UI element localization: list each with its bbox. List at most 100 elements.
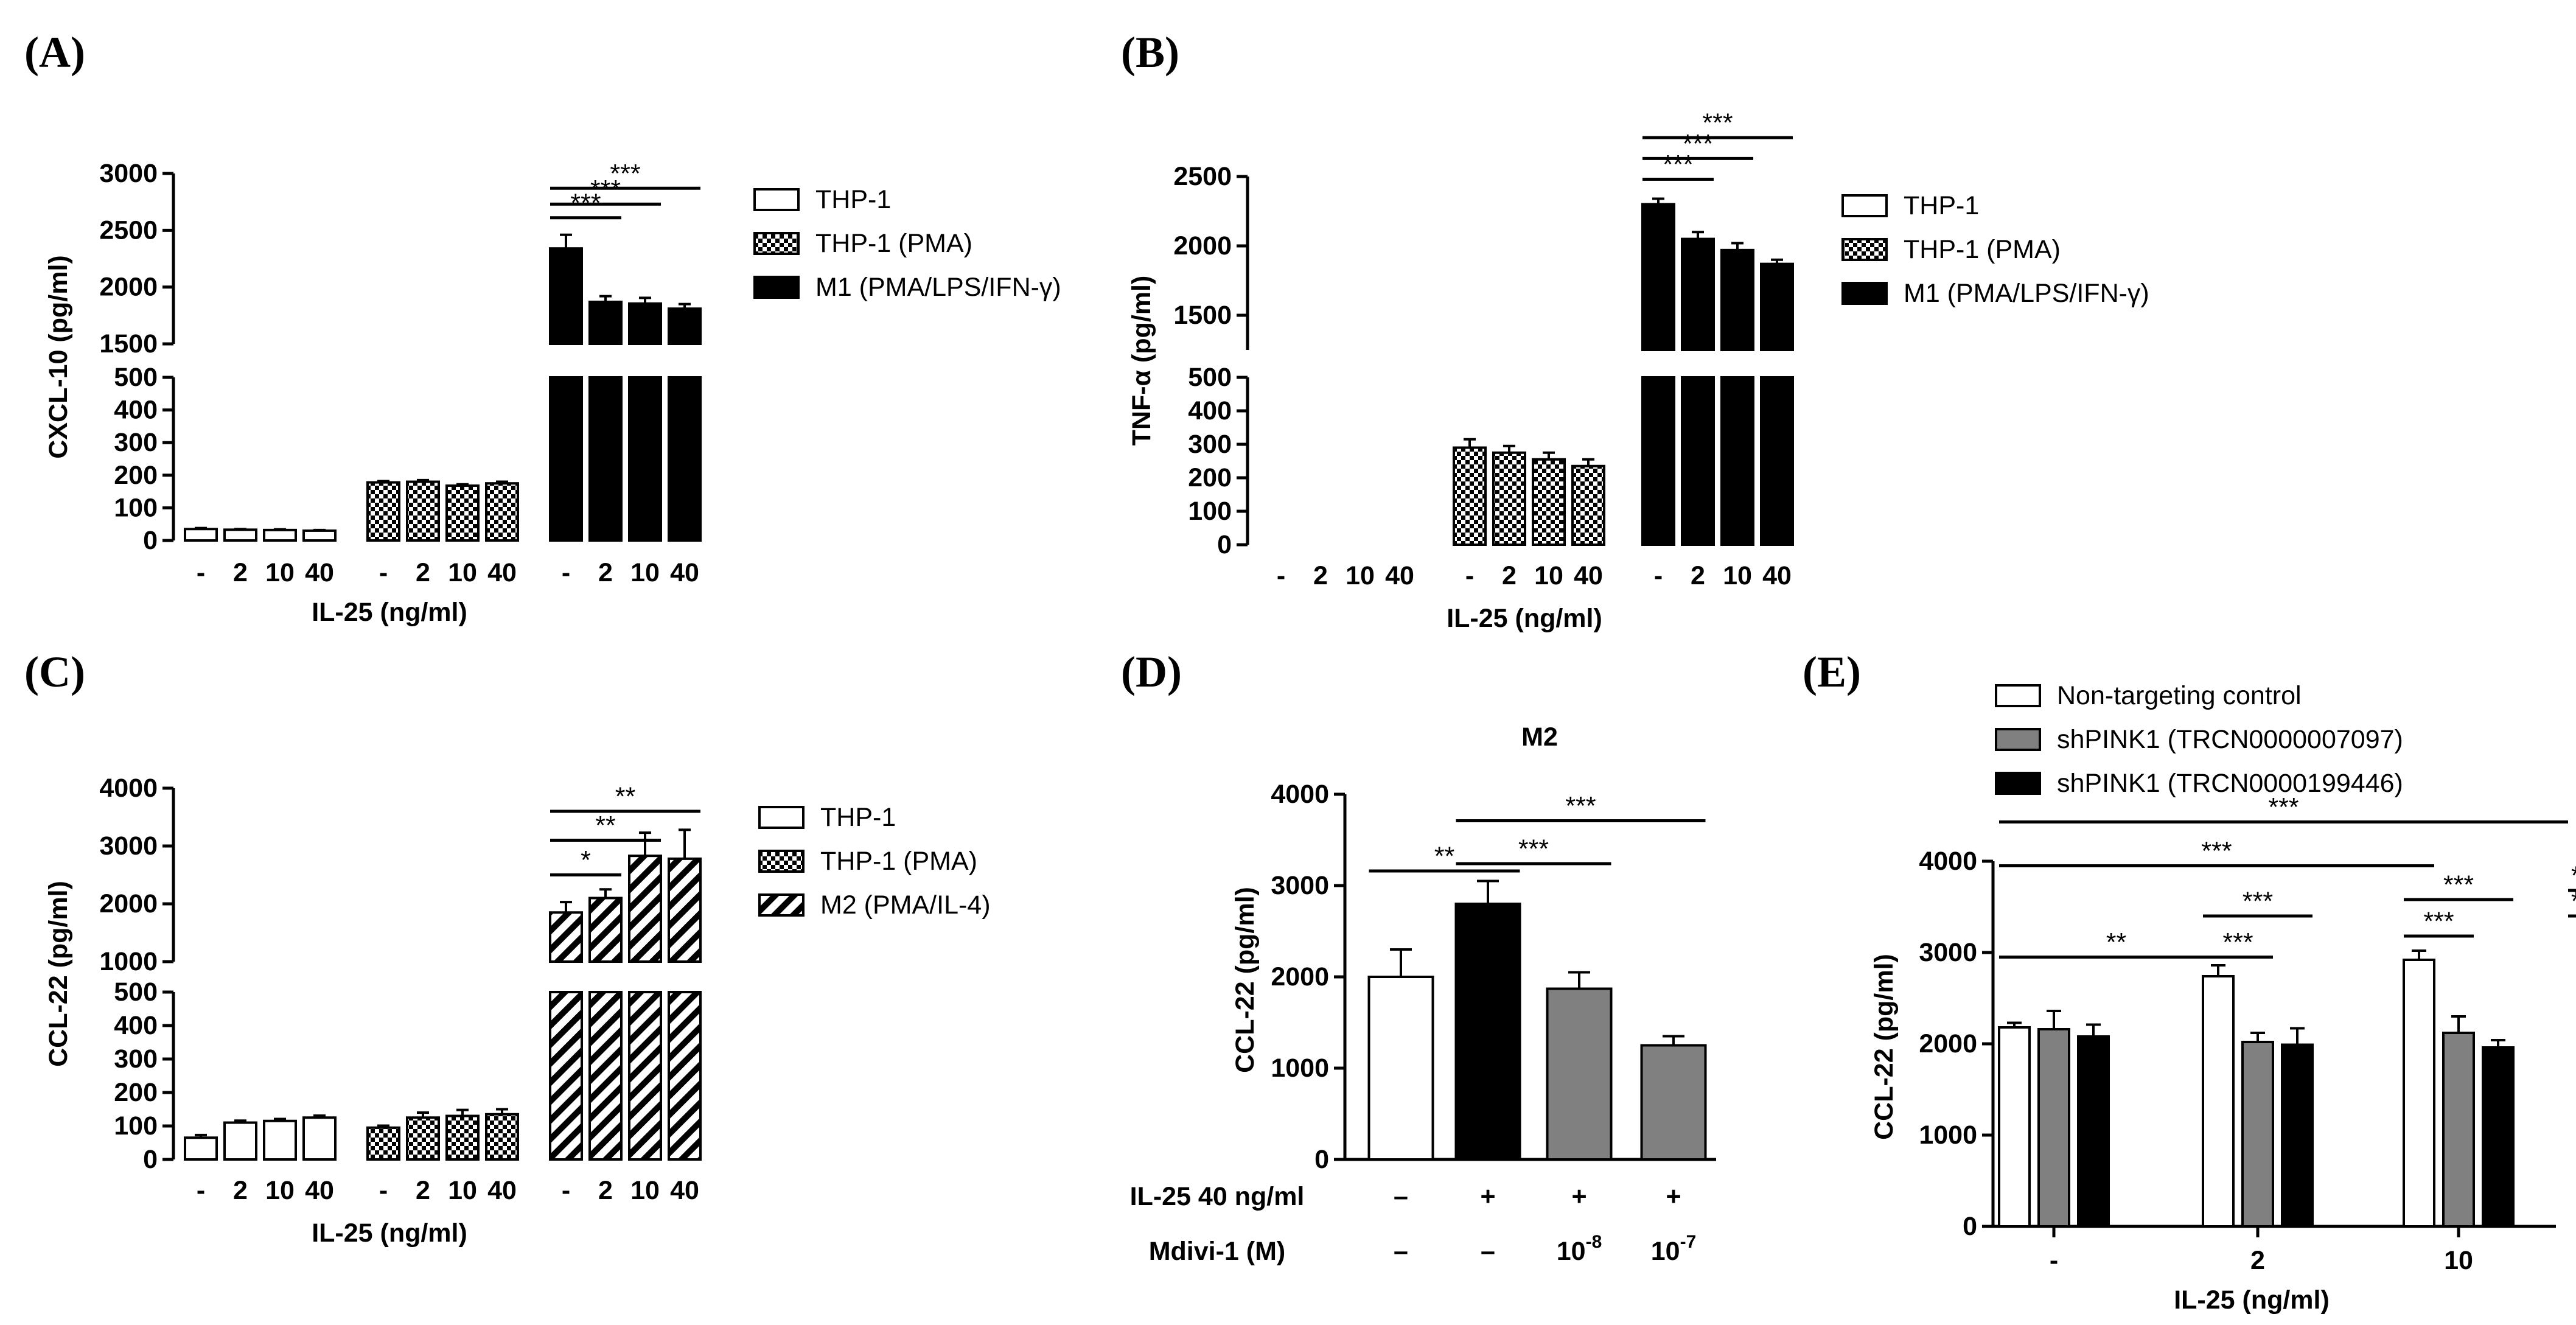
bar-lower-part (549, 991, 583, 1161)
bar-lower-part (588, 376, 623, 542)
legend-label: THP-1 (815, 185, 891, 214)
y-tick-label: 100 (1188, 497, 1232, 526)
legend-swatch (753, 188, 800, 211)
significance-label: *** (2222, 928, 2253, 957)
legend-label: THP-1 (820, 803, 896, 832)
y-tick-label: 300 (114, 428, 158, 457)
y-axis-label: CCL-22 (pg/ml) (44, 881, 73, 1067)
y-axis-label: CCL-22 (pg/ml) (1230, 887, 1260, 1073)
panel-label-a: (A) (24, 28, 85, 77)
bar (2202, 975, 2235, 1228)
bar (1641, 203, 1675, 351)
legend-label: shPINK1 (TRCN0000007097) (2057, 725, 2403, 754)
row2-label: – (1394, 1237, 1408, 1266)
panel-label-d: (D) (1121, 648, 1182, 696)
bar (2281, 1043, 2314, 1228)
y-tick-label: 400 (114, 1011, 158, 1040)
bar-lower-part (1681, 376, 1715, 546)
y-tick-label: 1000 (1919, 1120, 1977, 1150)
panel-label-c: (C) (24, 648, 85, 696)
significance-label: ** (2106, 928, 2127, 957)
bar (549, 911, 583, 963)
legend-label: THP-1 (PMA) (820, 847, 977, 876)
x-tick-label: - (562, 558, 570, 587)
y-tick-label: 2000 (99, 273, 158, 302)
significance-label: *** (2571, 887, 2576, 916)
bar (485, 1113, 519, 1161)
row2-base: – (1394, 1237, 1408, 1266)
bar (668, 307, 702, 345)
bar (1998, 1026, 2031, 1228)
significance-label: *** (2443, 870, 2474, 900)
bar (668, 857, 702, 963)
legend-swatch (753, 276, 800, 299)
x-tick-label: 2 (416, 558, 430, 587)
significance-label: *** (2201, 837, 2232, 866)
row2-label: 10-7 (1651, 1232, 1697, 1266)
row1-label: + (1666, 1182, 1681, 1211)
chart-b: 0 100 200 300 400 500 1500 2000 2500 TNF-α (pg/ml… (1127, 108, 2149, 633)
bar (263, 528, 297, 542)
x-tick-label: 10 (1346, 561, 1375, 590)
bar (406, 1116, 440, 1161)
y-tick-label: 1500 (1173, 301, 1232, 330)
significance-label: * (581, 846, 591, 875)
significance-label: ** (1434, 842, 1455, 871)
bar (549, 247, 583, 346)
significance-label: *** (1518, 834, 1549, 864)
y-tick-label: 2500 (99, 215, 158, 245)
y-axis-label: TNF-α (pg/ml) (1127, 276, 1156, 446)
bar (628, 855, 662, 963)
bar-lower-part (628, 376, 662, 542)
x-tick-label: 2 (598, 558, 613, 587)
y-tick-label: 500 (114, 363, 158, 392)
x-tick-label: 40 (670, 1176, 699, 1205)
y-tick-label: 200 (114, 461, 158, 490)
bar (366, 1126, 400, 1161)
significance-label: *** (610, 159, 640, 188)
bar (223, 528, 257, 542)
x-tick-label: 40 (1385, 561, 1414, 590)
bar (1571, 464, 1605, 546)
y-tick-label: 3000 (1919, 938, 1977, 967)
bar (1532, 458, 1566, 546)
row2-base: 10 (1651, 1237, 1680, 1266)
bar (1720, 248, 1754, 351)
row2-base: – (1481, 1237, 1495, 1266)
significance-label: *** (1702, 108, 1733, 138)
x-tick-label: 2 (416, 1176, 430, 1205)
y-tick-label: 1500 (99, 329, 158, 358)
bar (2482, 1046, 2515, 1228)
x-tick-label: 40 (1762, 561, 1792, 590)
bar-lower-part (1641, 376, 1675, 546)
y-tick-label: 0 (143, 526, 158, 555)
legend-label: THP-1 (1904, 191, 1979, 220)
significance-label: *** (2423, 907, 2454, 936)
x-tick-label: - (1465, 561, 1474, 590)
y-tick-label: 3000 (99, 159, 158, 188)
significance-label: *** (1683, 129, 1713, 158)
x-tick-label: 10 (265, 1176, 295, 1205)
bar (1492, 451, 1526, 546)
bar (2442, 1032, 2475, 1228)
bar (302, 1116, 337, 1161)
legend-swatch (1841, 238, 1888, 261)
significance-label: *** (1565, 792, 1596, 821)
x-axis-label: IL-25 (ng/ml) (2174, 1285, 2330, 1315)
y-tick-label: 400 (114, 396, 158, 425)
legend-label: Non-targeting control (2057, 681, 2302, 710)
x-axis-label: IL-25 (ng/ml) (312, 1218, 467, 1248)
x-tick-label: 10 (265, 558, 295, 587)
significance-label: *** (2268, 793, 2299, 822)
bar (184, 528, 218, 542)
bar (1454, 903, 1521, 1161)
bar (445, 484, 480, 542)
x-tick-label: - (197, 1176, 205, 1205)
y-tick-label: 200 (114, 1078, 158, 1107)
y-tick-label: 3000 (99, 831, 158, 861)
y-tick-label: 4000 (1919, 847, 1977, 876)
x-tick-label: 2 (1691, 561, 1705, 590)
x-axis-label: IL-25 (ng/ml) (312, 598, 467, 627)
bar (485, 482, 519, 542)
